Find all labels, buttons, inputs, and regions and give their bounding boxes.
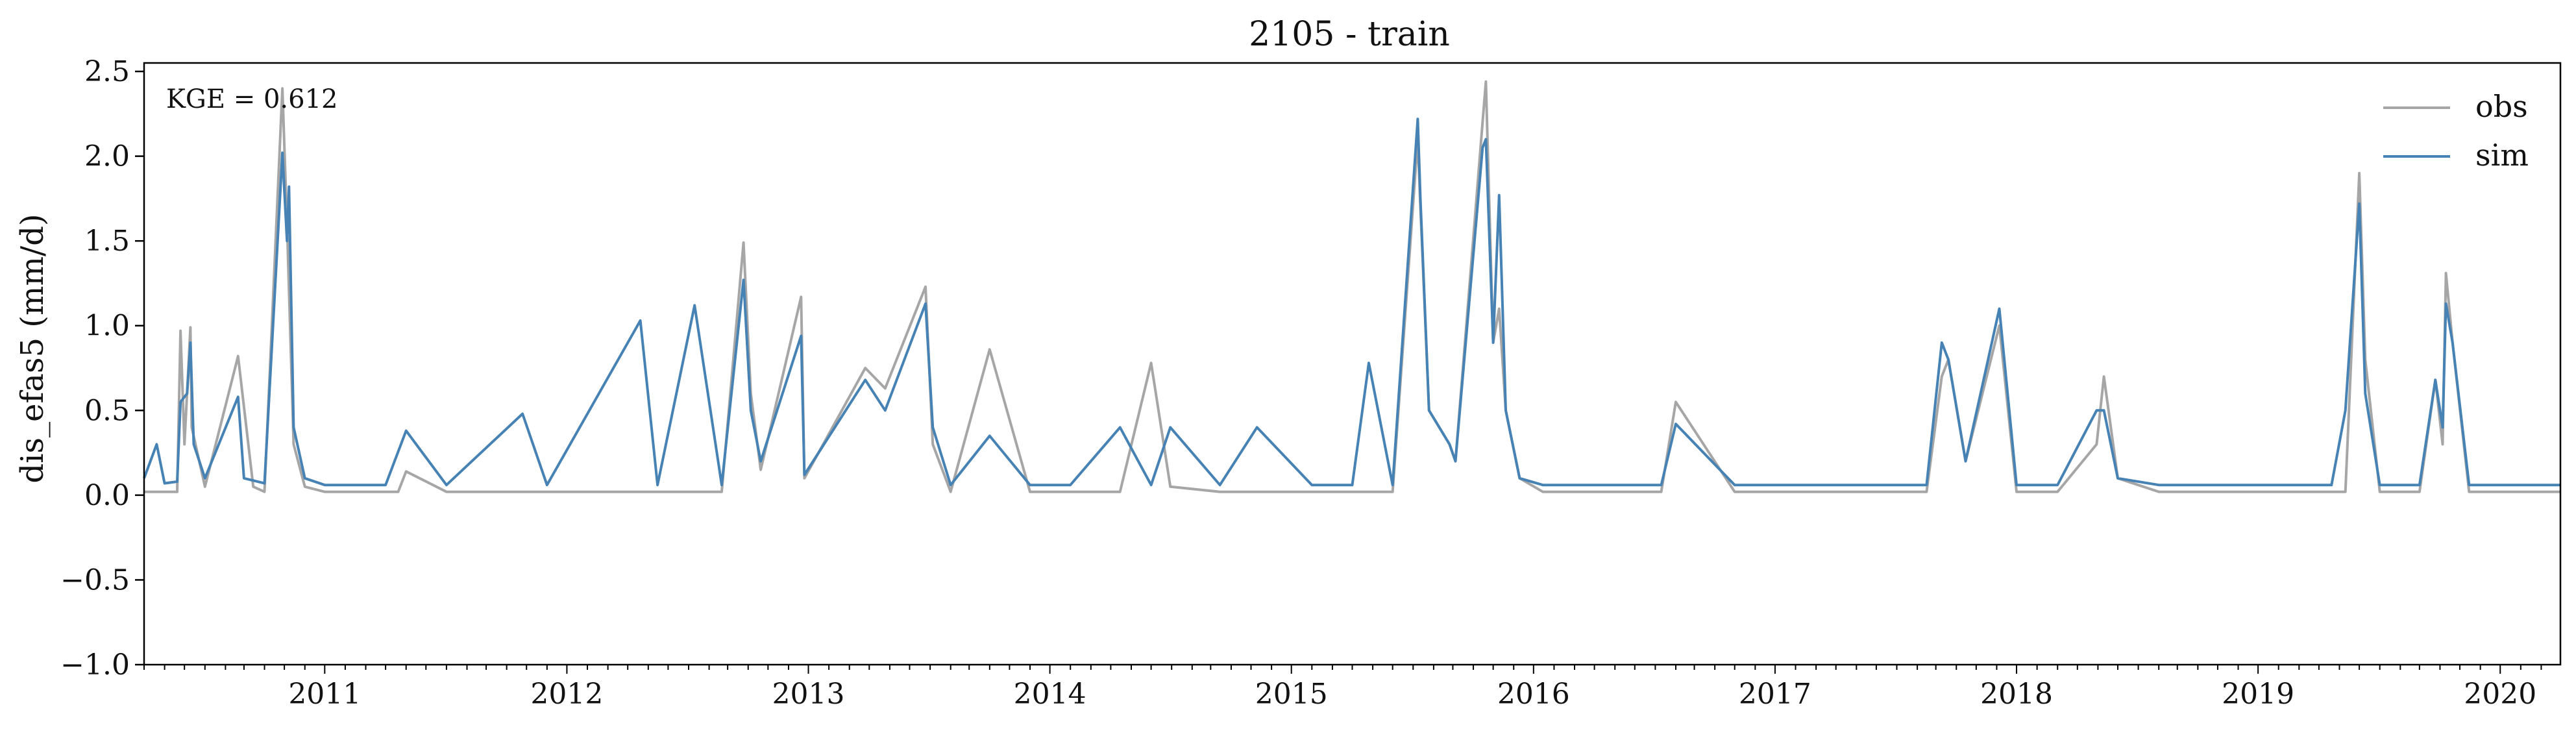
- legend-label-obs: obs: [2475, 89, 2528, 124]
- x-tick-label: 2012: [530, 678, 603, 711]
- y-tick-label: 1.5: [84, 225, 130, 258]
- legend: obs sim: [2383, 89, 2529, 173]
- y-tick-label: 1.0: [84, 310, 130, 343]
- x-tick-label: 2016: [1497, 678, 1570, 711]
- x-tick-label: 2013: [772, 678, 845, 711]
- kge-annotation: KGE = 0.612: [166, 84, 338, 114]
- x-tick-label: 2014: [1014, 678, 1086, 711]
- legend-label-sim: sim: [2475, 138, 2529, 173]
- y-axis-label: dis_efas5 (mm/d): [14, 214, 51, 483]
- series-line-sim: [143, 117, 2560, 487]
- plot-frame: [143, 62, 2562, 666]
- y-tick-label: 0.5: [84, 394, 130, 427]
- x-tick-label: 2017: [1739, 678, 1811, 711]
- y-tick-label: −0.5: [60, 563, 130, 597]
- y-tick-label: 0.0: [84, 479, 130, 512]
- y-tick-label: −1.0: [60, 648, 130, 682]
- chart-title: 2105 - train: [1249, 15, 1450, 54]
- y-tick-label: 2.5: [84, 55, 130, 88]
- x-tick-label: 2011: [288, 678, 361, 711]
- x-axis-ticks: 2011 2012 2013 2014 2015 2016 2017 2018 2019 2020: [143, 665, 2542, 711]
- x-tick-label: 2019: [2222, 678, 2294, 711]
- series-layer: [143, 80, 2560, 493]
- x-tick-label: 2020: [2464, 678, 2536, 711]
- y-axis-ticks: 2.5 2.0 1.5 1.0 0.5 0.0 −0.5 −1.0: [60, 55, 144, 682]
- x-tick-label: 2015: [1255, 678, 1328, 711]
- x-tick-label: 2018: [1980, 678, 2053, 711]
- y-tick-label: 2.0: [84, 140, 130, 173]
